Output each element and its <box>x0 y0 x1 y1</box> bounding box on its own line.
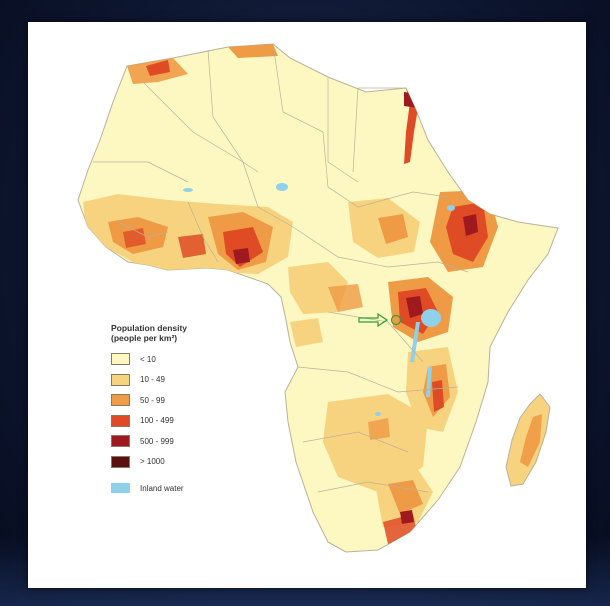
legend-swatch <box>111 353 130 366</box>
legend-label: > 1000 <box>140 457 165 467</box>
legend-swatch <box>111 394 130 407</box>
lake-tanganyika <box>410 322 420 362</box>
legend-row: 50 - 99 <box>111 390 261 411</box>
legend-swatch-water <box>111 483 130 493</box>
location-marker <box>358 312 402 328</box>
map-legend: Population density (people per km²) < 10… <box>111 323 261 496</box>
legend-title: Population density (people per km²) <box>111 323 188 343</box>
legend-row: 10 - 49 <box>111 370 261 391</box>
legend-row-water: Inland water <box>111 480 261 496</box>
legend-swatch <box>111 414 130 427</box>
kariba-lake <box>375 412 381 416</box>
legend-swatch <box>111 455 130 468</box>
country-borders <box>93 43 469 493</box>
legend-swatch <box>111 373 130 386</box>
legend-row: < 10 <box>111 349 261 370</box>
legend-label-water: Inland water <box>140 483 184 493</box>
lake-tana <box>447 205 455 211</box>
legend-label: 50 - 99 <box>140 395 165 405</box>
legend-rows: < 10 10 - 49 50 - 99 100 - 499 500 - 999 > 10… <box>111 349 261 472</box>
legend-row: 100 - 499 <box>111 411 261 432</box>
legend-swatch <box>111 435 130 448</box>
legend-label: 100 - 499 <box>140 416 174 426</box>
lake-victoria <box>421 309 441 327</box>
legend-label: < 10 <box>140 354 156 364</box>
map-panel: Population density (people per km²) < 10… <box>28 22 586 588</box>
legend-row: 500 - 999 <box>111 431 261 452</box>
legend-label: 500 - 999 <box>140 436 174 446</box>
arrow-right-icon <box>358 312 389 328</box>
marker-ring <box>390 314 402 326</box>
lake-chad <box>276 183 288 191</box>
africa-map <box>77 43 559 553</box>
legend-label: 10 - 49 <box>140 375 165 385</box>
inner-niger-delta <box>183 188 193 192</box>
legend-row: > 1000 <box>111 452 261 473</box>
